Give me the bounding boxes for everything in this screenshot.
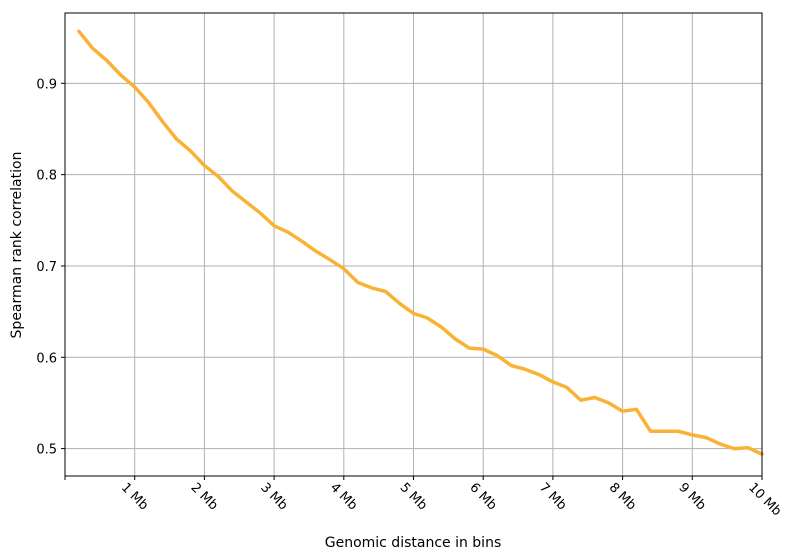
y-tick-label: 0.8 — [36, 169, 57, 184]
y-tick-label: 0.6 — [36, 351, 57, 366]
y-axis-label: Spearman rank correlation — [9, 152, 25, 339]
y-tick-label: 0.5 — [36, 443, 57, 458]
y-tick-label: 0.9 — [36, 77, 57, 92]
y-axis: 0.5 0.6 0.7 0.8 0.9 — [36, 77, 65, 458]
grid-lines — [65, 13, 763, 476]
series-line — [77, 29, 764, 456]
series-layer — [77, 29, 764, 456]
y-tick-label: 0.7 — [36, 260, 57, 275]
x-axis-label: Genomic distance in bins — [325, 535, 502, 551]
